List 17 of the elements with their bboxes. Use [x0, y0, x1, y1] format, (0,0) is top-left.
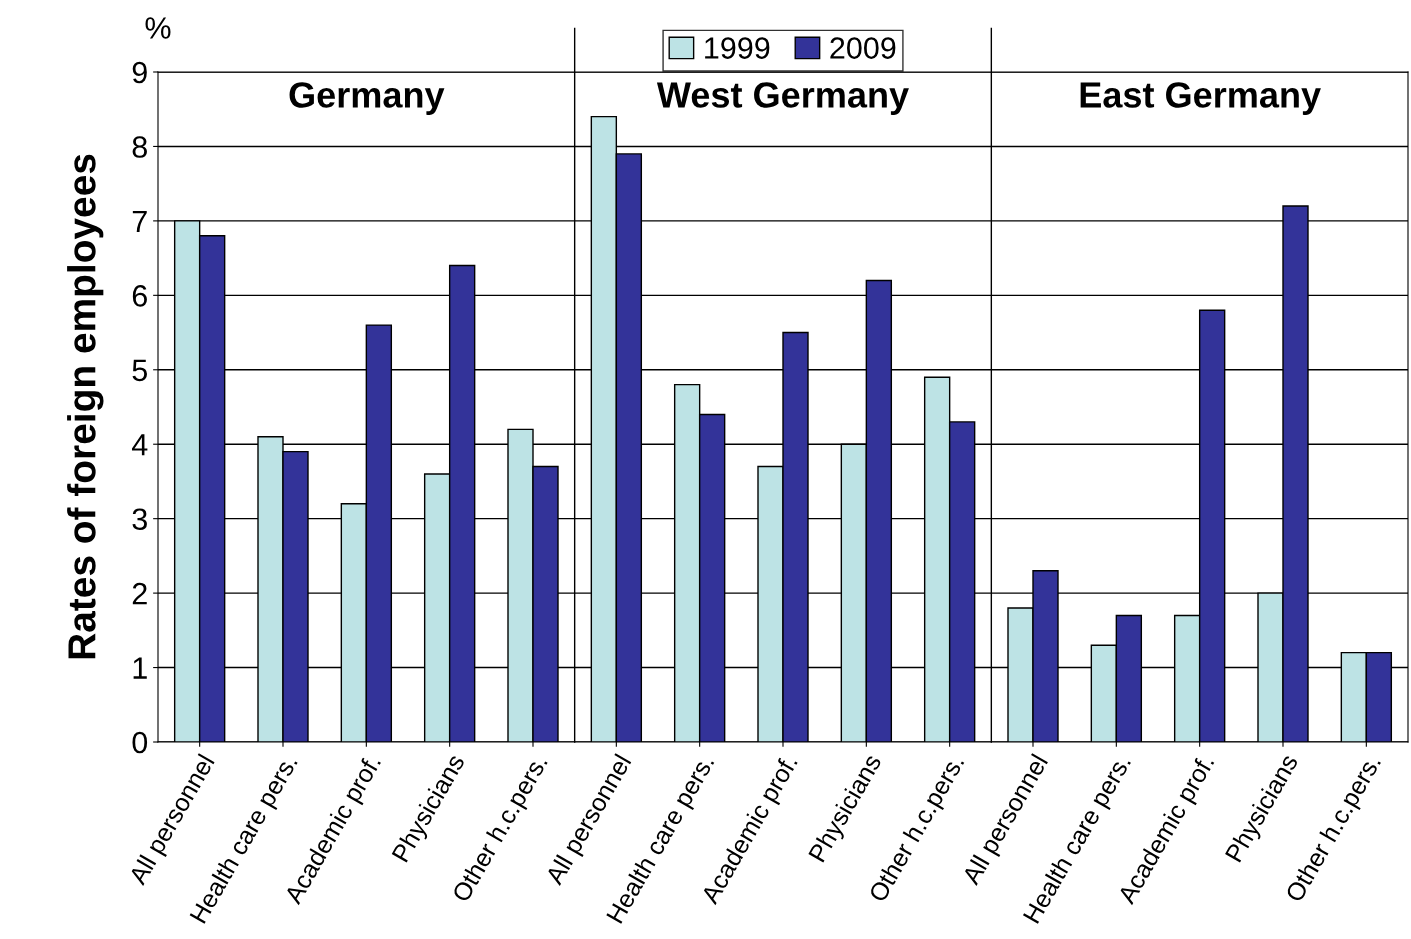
legend-label: 1999 — [705, 37, 770, 59]
y-tick-label: 0 — [132, 731, 148, 754]
y-tick-label: 6 — [132, 285, 147, 307]
annotation: East Germany — [1080, 82, 1321, 115]
y-axis-title: Rates of foreign employees — [67, 154, 104, 659]
y-tick-label: 3 — [132, 508, 147, 531]
annotation: Germany — [289, 82, 445, 115]
y-tick-label: 5 — [132, 359, 147, 382]
y-tick-label: 1 — [133, 657, 147, 679]
legend-label: 2009 — [830, 37, 896, 59]
text: % — [145, 17, 171, 39]
y-tick-label: 4 — [131, 434, 148, 456]
y-tick-label: 7 — [132, 210, 147, 232]
y-tick-label: 2 — [132, 582, 147, 605]
y-tick-label: 8 — [132, 136, 147, 158]
y-tick-label: 9 — [132, 61, 147, 84]
annotation: West Germany — [656, 82, 909, 115]
